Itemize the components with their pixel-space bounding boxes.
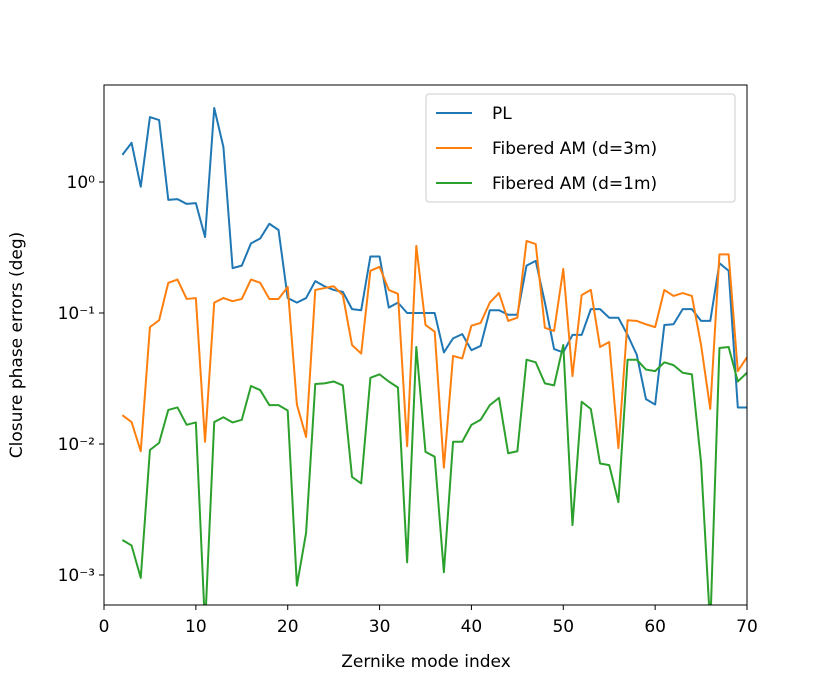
- x-tick-label: 50: [552, 617, 574, 637]
- x-tick-label: 70: [736, 617, 758, 637]
- x-tick-label: 10: [185, 617, 207, 637]
- legend-label: Fibered AM (d=1m): [492, 174, 657, 194]
- legend-box: [425, 93, 736, 203]
- x-tick-label: 60: [644, 617, 666, 637]
- x-tick-label: 20: [277, 617, 299, 637]
- data-line: [121, 343, 747, 605]
- x-tick-label: 0: [99, 617, 110, 637]
- y-tick-label: 10⁻²: [58, 435, 95, 455]
- x-axis-label: Zernike mode index: [341, 652, 511, 672]
- data-line: [121, 107, 747, 409]
- x-tick-label: 40: [461, 617, 483, 637]
- axes-frame: [103, 84, 748, 606]
- data-line: [121, 239, 747, 469]
- y-tick-label: 10⁻¹: [58, 304, 95, 324]
- legend-label: PL: [492, 104, 512, 124]
- x-tick-label: 30: [369, 617, 391, 637]
- y-tick-label: 10⁻³: [58, 566, 95, 586]
- y-tick-label: 10⁰: [67, 173, 96, 193]
- legend-label: Fibered AM (d=3m): [492, 139, 657, 159]
- y-axis-label: Closure phase errors (deg): [7, 232, 27, 459]
- plot-area: [121, 107, 747, 605]
